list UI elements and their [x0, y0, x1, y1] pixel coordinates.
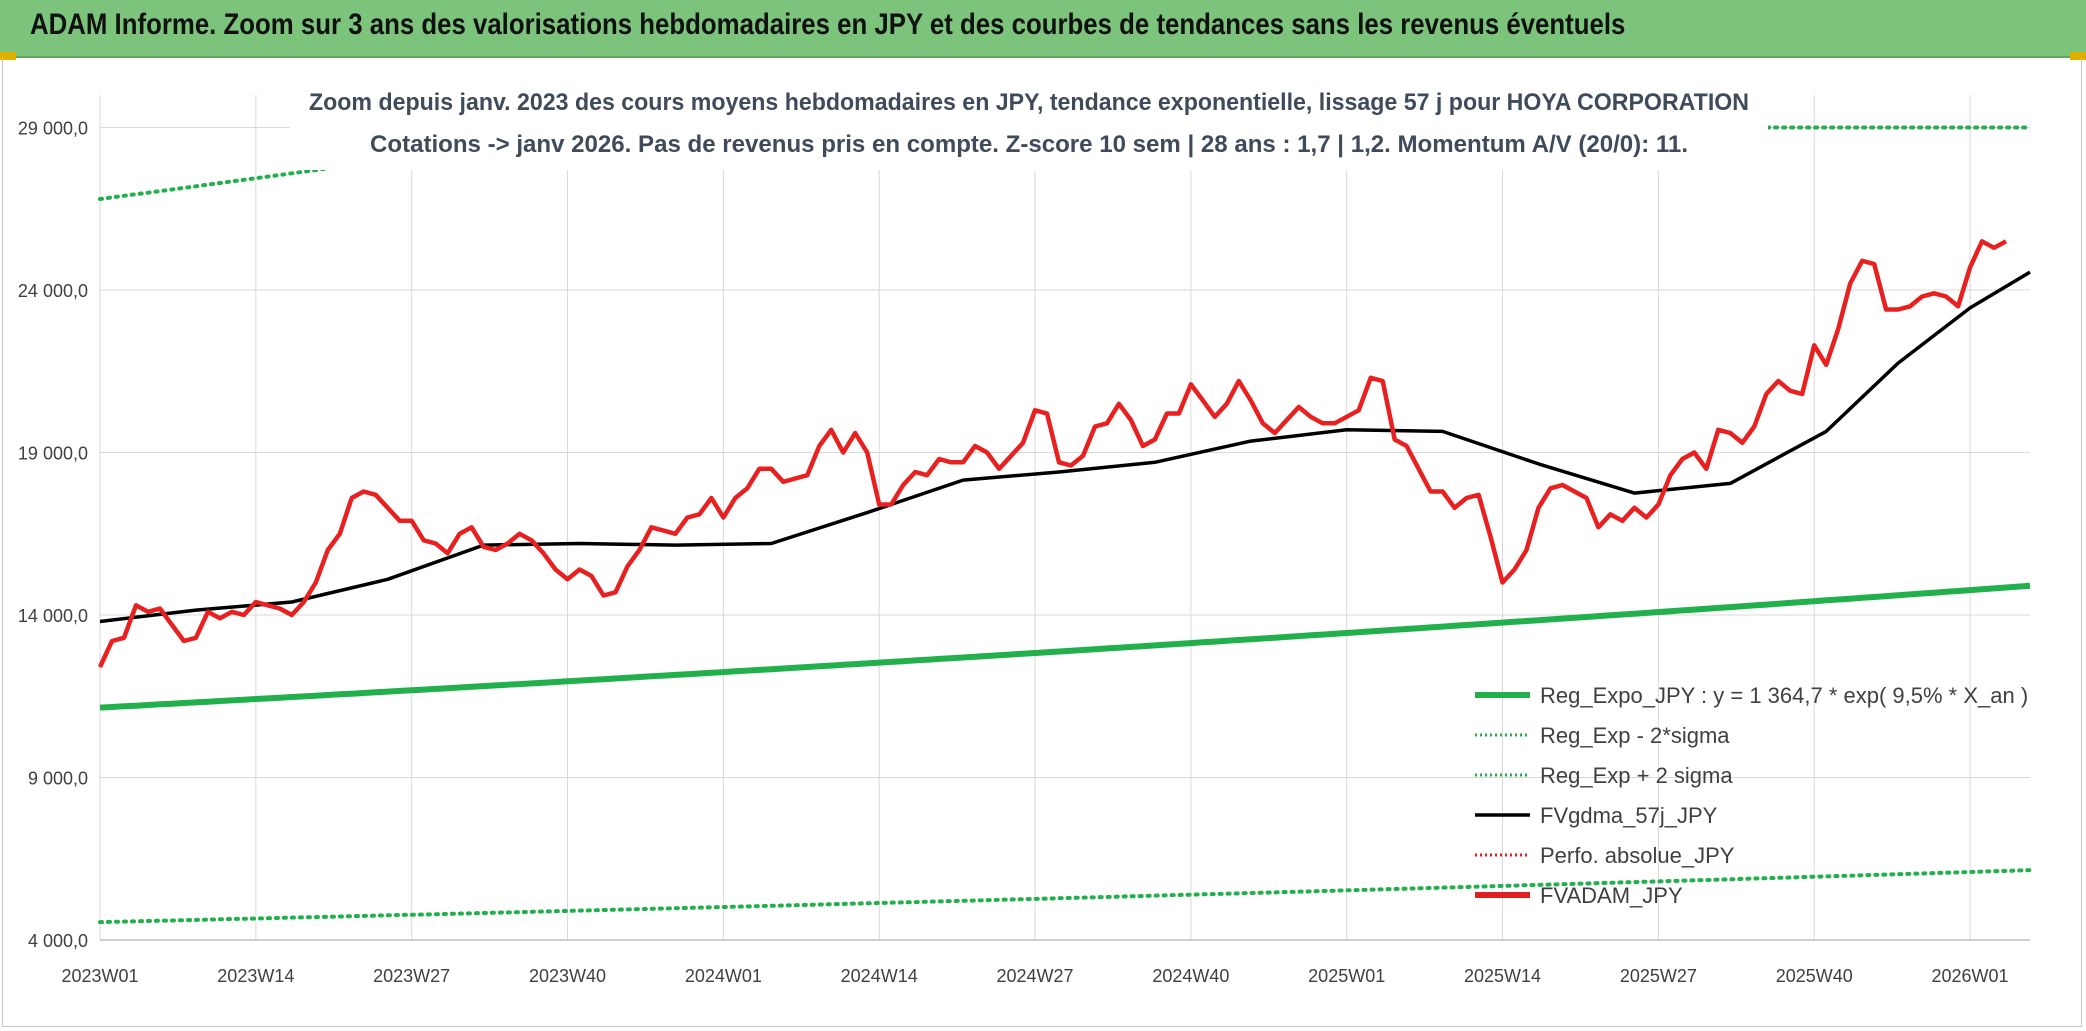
legend-label: Perfo. absolue_JPY	[1540, 843, 1735, 868]
y-axis-labels: 4 000,0 9 000,0 14 000,0 19 000,0 24 000,0 29…	[18, 119, 88, 952]
chart-title-box: Zoom depuis janv. 2023 des cours moyens …	[290, 80, 1768, 170]
chart-title-line2: Cotations -> janv 2026. Pas de revenus p…	[370, 131, 1688, 158]
page-title: ADAM Informe. Zoom sur 3 ans des valoris…	[30, 8, 1626, 41]
x-tick-label: 2024W14	[841, 966, 918, 986]
legend: Reg_Expo_JPY : y = 1 364,7 * exp( 9,5% *…	[1475, 683, 2028, 908]
x-tick-label: 2025W14	[1464, 966, 1541, 986]
series-reg-exp-minus-2sigma	[98, 868, 2032, 925]
y-tick-label: 19 000,0	[18, 444, 88, 464]
legend-label: FVgdma_57j_JPY	[1540, 803, 1718, 828]
y-tick-label: 14 000,0	[18, 606, 88, 626]
y-tick-label: 9 000,0	[28, 769, 88, 789]
y-tick-label: 29 000,0	[18, 119, 88, 139]
chart-frame	[2, 58, 2082, 1027]
corner-mark-left	[0, 52, 16, 60]
chart-title-background	[290, 80, 1768, 170]
legend-label: Reg_Exp + 2 sigma	[1540, 763, 1733, 788]
x-tick-label: 2023W40	[529, 966, 606, 986]
x-tick-label: 2026W01	[1932, 966, 2009, 986]
y-tick-label: 4 000,0	[28, 931, 88, 951]
series-fvgdma-57j	[99, 270, 2031, 624]
x-tick-label: 2023W01	[61, 966, 138, 986]
x-tick-label: 2024W01	[685, 966, 762, 986]
x-tick-label: 2024W27	[996, 966, 1073, 986]
x-tick-label: 2025W40	[1776, 966, 1853, 986]
legend-label: FVADAM_JPY	[1540, 883, 1683, 908]
series-fvadam	[97, 239, 2008, 668]
legend-label: Reg_Expo_JPY : y = 1 364,7 * exp( 9,5% *…	[1540, 683, 2028, 708]
chart-title-line1: Zoom depuis janv. 2023 des cours moyens …	[309, 89, 1749, 116]
header-bar: ADAM Informe. Zoom sur 3 ans des valoris…	[0, 0, 2086, 58]
x-axis-labels: 2023W01 2023W14 2023W27 2023W40 2024W01 2024W…	[61, 966, 2008, 986]
x-tick-label: 2025W01	[1308, 966, 1385, 986]
grid	[99, 95, 2030, 941]
x-tick-label: 2025W27	[1620, 966, 1697, 986]
corner-mark-right	[2070, 52, 2086, 60]
x-tick-label: 2023W14	[217, 966, 294, 986]
series-reg-expo	[99, 582, 2031, 711]
y-tick-label: 24 000,0	[18, 281, 88, 301]
x-tick-label: 2024W40	[1152, 966, 1229, 986]
x-tick-label: 2023W27	[373, 966, 450, 986]
plot-area	[97, 125, 2032, 925]
legend-label: Reg_Exp - 2*sigma	[1540, 723, 1730, 748]
